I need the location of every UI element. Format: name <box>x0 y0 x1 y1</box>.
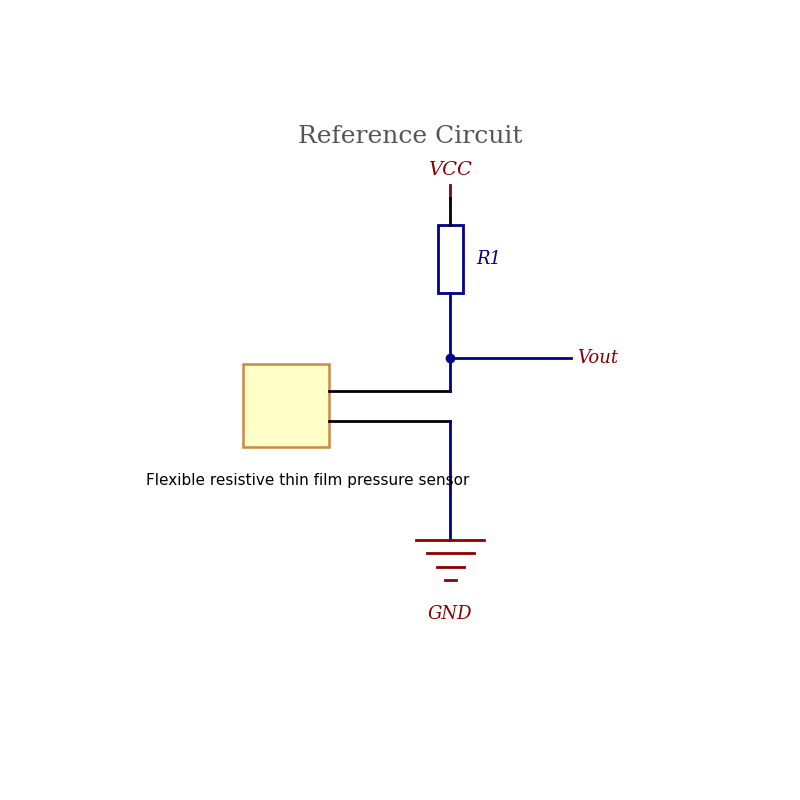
Text: Reference Circuit: Reference Circuit <box>298 125 522 147</box>
Text: R1: R1 <box>476 250 502 268</box>
Text: Vout: Vout <box>578 349 618 366</box>
Text: GND: GND <box>428 605 473 623</box>
Text: Flexible resistive thin film pressure sensor: Flexible resistive thin film pressure se… <box>146 474 470 489</box>
Bar <box>438 226 462 293</box>
Text: VCC: VCC <box>428 161 472 179</box>
Bar <box>242 364 330 447</box>
